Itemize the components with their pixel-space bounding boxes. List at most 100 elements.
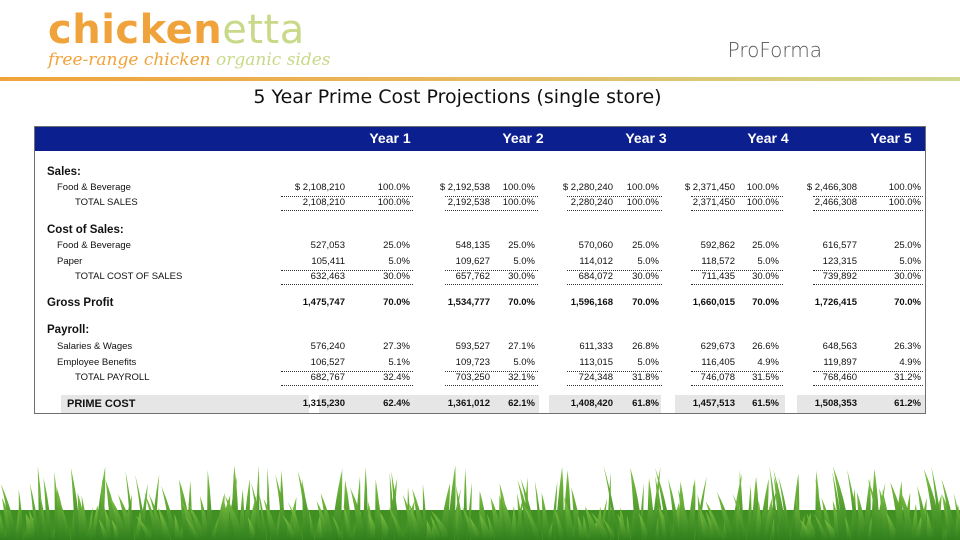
- percent-cell: 100.0%: [502, 197, 535, 208]
- grass-blade: [917, 485, 929, 540]
- percent-cell: 5.0%: [637, 256, 659, 267]
- grass-blade: [408, 503, 421, 540]
- grass-blade: [54, 484, 68, 540]
- grass-blade: [708, 510, 723, 540]
- grass-blade: [799, 519, 814, 540]
- grass-blade: [813, 513, 827, 540]
- grass-blade: [282, 515, 297, 540]
- percent-cell: 31.2%: [894, 372, 921, 383]
- prime-band-y1: [319, 395, 449, 413]
- grass-blade: [332, 515, 343, 540]
- grass-blade: [109, 495, 127, 540]
- amount-cell: $ 2,192,538: [439, 182, 490, 193]
- amount-cell: 1,408,420: [570, 398, 613, 409]
- amount-cell: 746,078: [700, 372, 735, 383]
- grass-blade: [886, 512, 898, 540]
- prime-cost-row: PRIME COST 1,315,230 62.4% 1,361,012 62.1% 1…: [35, 397, 925, 411]
- percent-cell: 26.8%: [632, 341, 659, 352]
- grass-blade: [350, 487, 366, 540]
- grass-blade: [486, 513, 495, 540]
- percent-cell: 5.1%: [388, 357, 410, 368]
- total-rule-bottom: [813, 210, 923, 211]
- grass-blade: [174, 514, 181, 540]
- grass-blade: [564, 497, 574, 540]
- percent-cell: 30.0%: [632, 271, 659, 282]
- gross-profit-label: Gross Profit: [47, 297, 114, 309]
- row-label: Food & Beverage: [57, 182, 131, 193]
- amount-cell: 1,596,168: [570, 297, 613, 308]
- percent-cell: 27.1%: [508, 341, 535, 352]
- grass-blade: [0, 483, 17, 540]
- grass-blade: [200, 495, 209, 540]
- percent-cell: 31.8%: [632, 372, 659, 383]
- percent-cell: 70.0%: [508, 297, 535, 308]
- grass-blade: [376, 486, 383, 540]
- grass-blade: [577, 514, 584, 540]
- total-rule-top: [281, 270, 413, 271]
- grass-blade: [607, 472, 611, 540]
- grass-blade: [735, 492, 740, 540]
- grass-blade: [668, 478, 680, 540]
- grass-blade: [463, 467, 467, 540]
- amount-cell: 119,897: [823, 357, 857, 368]
- percent-cell: 100.0%: [888, 197, 921, 208]
- amount-cell: 118,572: [701, 256, 735, 267]
- amount-cell: 114,012: [579, 256, 613, 267]
- percent-cell: 61.5%: [752, 398, 779, 409]
- grass-blade: [118, 494, 134, 540]
- row-label: TOTAL COST OF SALES: [75, 271, 183, 282]
- tagline-b: organic sides: [216, 50, 331, 70]
- grass-blade: [135, 515, 153, 540]
- grass-blade: [698, 506, 711, 540]
- percent-cell: 25.0%: [752, 240, 779, 251]
- percent-cell: 30.0%: [894, 271, 921, 282]
- percent-cell: 27.3%: [383, 341, 410, 352]
- total-rule-top: [567, 196, 662, 197]
- amount-cell: 632,463: [310, 271, 345, 282]
- grass-blade: [732, 493, 747, 540]
- grass-blade: [243, 478, 250, 540]
- total-rule-bottom: [445, 385, 538, 386]
- grass-blade: [105, 479, 119, 540]
- grass-blade: [447, 465, 456, 540]
- amount-cell: 657,762: [455, 271, 490, 282]
- brand-tagline: free-range chicken organic sides: [48, 50, 331, 70]
- grass-blade: [691, 482, 695, 540]
- grass-blade: [258, 490, 267, 540]
- section-cost-of-sales: Cost of Sales:: [35, 223, 925, 237]
- amount-cell: 682,767: [310, 372, 345, 383]
- amount-cell: 611,333: [579, 341, 613, 352]
- total-rule-bottom: [691, 385, 783, 386]
- total-rule-top: [281, 371, 413, 372]
- year-2-header: Year 2: [502, 130, 544, 146]
- total-rule-bottom: [445, 210, 538, 211]
- grass-blade: [603, 519, 616, 540]
- amount-cell: 616,577: [822, 240, 857, 251]
- table-row: Salaries & Wages 576,240 27.3% 593,527 27.1%…: [35, 340, 925, 354]
- grass-blade: [716, 491, 734, 540]
- grass-blade: [319, 518, 324, 540]
- percent-cell: 100.0%: [746, 197, 779, 208]
- total-rule-top: [691, 371, 783, 372]
- grass-blade: [222, 497, 230, 540]
- grass-blade: [29, 483, 39, 540]
- prime-band-label: [61, 395, 309, 413]
- amount-cell: 548,135: [455, 240, 490, 251]
- total-rule-top: [445, 371, 538, 372]
- grass-blade: [148, 493, 164, 540]
- grass-blade: [308, 507, 315, 540]
- grass-blade: [890, 481, 907, 540]
- amount-cell: 109,627: [455, 256, 490, 267]
- grass-blade: [695, 476, 707, 540]
- grass-blade: [603, 465, 619, 540]
- total-rule-bottom: [281, 385, 413, 386]
- percent-cell: 5.0%: [513, 357, 535, 368]
- amount-cell: 739,892: [822, 271, 857, 282]
- grass-blade: [501, 494, 514, 540]
- grass-blade: [699, 511, 708, 540]
- grass-blade: [144, 492, 160, 540]
- grass-blade: [125, 470, 135, 540]
- amount-cell: 629,673: [700, 341, 735, 352]
- amount-cell: $ 2,108,210: [294, 182, 345, 193]
- amount-cell: 1,534,777: [447, 297, 490, 308]
